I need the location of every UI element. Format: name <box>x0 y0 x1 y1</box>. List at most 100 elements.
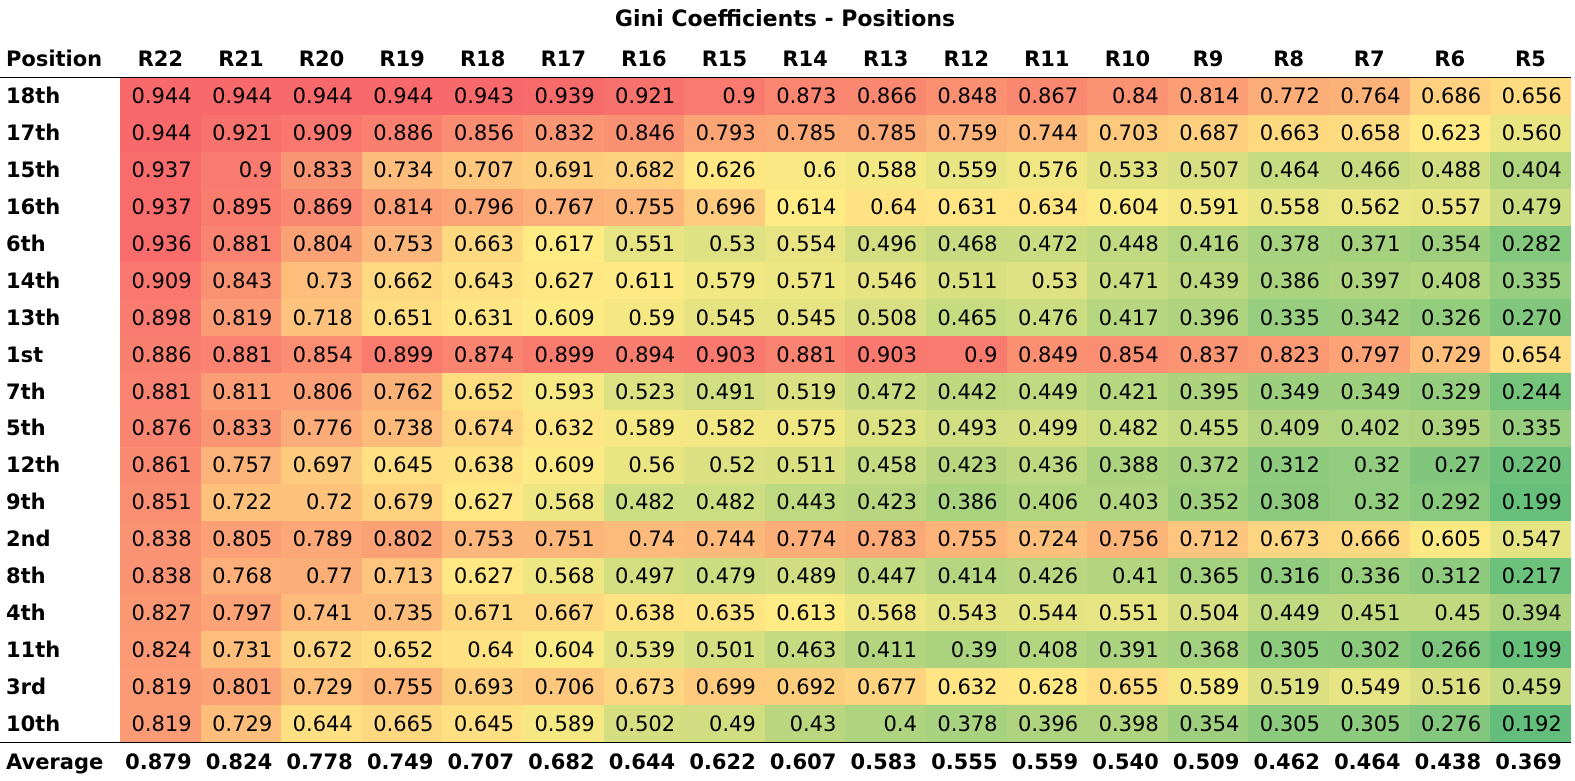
value-cell: 0.665 <box>361 705 443 743</box>
value-cell: 0.544 <box>1006 594 1088 632</box>
value-cell: 0.354 <box>1167 705 1249 743</box>
table-row: 1st 0.886 0.881 0.854 0.899 0.874 0.899 0.894 0.… <box>0 336 1571 374</box>
value-cell: 0.305 <box>1328 705 1410 743</box>
value-cell: 0.707 <box>442 151 523 189</box>
value-cell: 0.352 <box>1167 483 1249 521</box>
value-cell: 0.52 <box>684 446 765 484</box>
column-header: R18 <box>442 41 523 78</box>
value-cell: 0.496 <box>845 225 926 263</box>
value-cell: 0.903 <box>845 336 926 374</box>
value-cell: 0.837 <box>1167 336 1249 374</box>
table-row: 15th 0.937 0.9 0.833 0.734 0.707 0.691 0.682 0.6… <box>0 151 1571 189</box>
value-cell: 0.937 <box>120 188 201 226</box>
value-cell: 0.638 <box>603 594 685 632</box>
value-cell: 0.56 <box>603 446 685 484</box>
value-cell: 0.866 <box>845 77 926 115</box>
value-cell: 0.644 <box>281 705 362 743</box>
value-cell: 0.74 <box>603 520 685 558</box>
value-cell: 0.458 <box>845 446 926 484</box>
value-cell: 0.519 <box>764 373 846 411</box>
value-cell: 0.697 <box>281 446 362 484</box>
value-cell: 0.854 <box>1087 336 1168 374</box>
value-cell: 0.549 <box>1328 668 1410 706</box>
value-cell: 0.349 <box>1328 373 1410 411</box>
value-cell: 0.560 <box>1490 114 1571 152</box>
value-cell: 0.516 <box>1409 668 1491 706</box>
value-cell: 0.654 <box>1490 336 1571 374</box>
value-cell: 0.471 <box>1087 262 1168 300</box>
value-cell: 0.768 <box>200 557 282 595</box>
average-cell: 0.464 <box>1328 742 1410 781</box>
table-row: 4th 0.827 0.797 0.741 0.735 0.671 0.667 0.638 0.… <box>0 594 1571 632</box>
value-cell: 0.398 <box>1087 705 1168 743</box>
value-cell: 0.312 <box>1248 446 1329 484</box>
row-label: 8th <box>0 557 120 595</box>
value-cell: 0.589 <box>522 705 604 743</box>
value-cell: 0.793 <box>684 114 765 152</box>
value-cell: 0.508 <box>845 299 926 337</box>
value-cell: 0.501 <box>684 631 765 669</box>
value-cell: 0.909 <box>281 114 362 152</box>
value-cell: 0.504 <box>1167 594 1249 632</box>
value-cell: 0.767 <box>522 188 604 226</box>
value-cell: 0.423 <box>925 446 1007 484</box>
value-cell: 0.465 <box>925 299 1007 337</box>
value-cell: 0.886 <box>361 114 443 152</box>
row-label: 14th <box>0 262 120 300</box>
value-cell: 0.718 <box>281 299 362 337</box>
value-cell: 0.312 <box>1409 557 1491 595</box>
value-cell: 0.848 <box>925 77 1007 115</box>
value-cell: 0.604 <box>1087 188 1168 226</box>
value-cell: 0.442 <box>925 373 1007 411</box>
row-label: 15th <box>0 151 120 189</box>
value-cell: 0.658 <box>1328 114 1410 152</box>
value-cell: 0.753 <box>361 225 443 263</box>
value-cell: 0.519 <box>1248 668 1329 706</box>
row-label: 6th <box>0 225 120 263</box>
row-label: 3rd <box>0 668 120 706</box>
value-cell: 0.819 <box>120 705 201 743</box>
value-cell: 0.9 <box>200 151 282 189</box>
value-cell: 0.292 <box>1409 483 1491 521</box>
value-cell: 0.873 <box>764 77 846 115</box>
value-cell: 0.944 <box>281 77 362 115</box>
value-cell: 0.759 <box>925 114 1007 152</box>
value-cell: 0.482 <box>603 483 685 521</box>
value-cell: 0.627 <box>442 483 523 521</box>
value-cell: 0.652 <box>361 631 443 669</box>
value-cell: 0.551 <box>603 225 685 263</box>
value-cell: 0.819 <box>120 668 201 706</box>
value-cell: 0.811 <box>200 373 282 411</box>
value-cell: 0.611 <box>603 262 685 300</box>
value-cell: 0.666 <box>1328 520 1410 558</box>
row-label: 7th <box>0 373 120 411</box>
value-cell: 0.838 <box>120 557 201 595</box>
value-cell: 0.593 <box>522 373 604 411</box>
value-cell: 0.448 <box>1087 225 1168 263</box>
value-cell: 0.395 <box>1409 410 1491 447</box>
value-cell: 0.371 <box>1328 225 1410 263</box>
row-label: 12th <box>0 446 120 484</box>
average-cell: 0.555 <box>925 742 1007 781</box>
value-cell: 0.336 <box>1328 557 1410 595</box>
value-cell: 0.936 <box>120 225 201 263</box>
value-cell: 0.631 <box>442 299 523 337</box>
value-cell: 0.944 <box>120 77 201 115</box>
table-row: 9th 0.851 0.722 0.72 0.679 0.627 0.568 0.482 0.4… <box>0 483 1571 521</box>
value-cell: 0.735 <box>361 594 443 632</box>
value-cell: 0.397 <box>1328 262 1410 300</box>
average-cell: 0.778 <box>281 742 362 781</box>
value-cell: 0.755 <box>925 520 1007 558</box>
value-cell: 0.819 <box>200 299 282 337</box>
value-cell: 0.472 <box>1006 225 1088 263</box>
value-cell: 0.439 <box>1167 262 1249 300</box>
value-cell: 0.634 <box>1006 188 1088 226</box>
column-header: R17 <box>522 41 604 78</box>
value-cell: 0.423 <box>845 483 926 521</box>
value-cell: 0.764 <box>1328 77 1410 115</box>
value-cell: 0.568 <box>522 483 604 521</box>
value-cell: 0.744 <box>1006 114 1088 152</box>
value-cell: 0.846 <box>603 114 685 152</box>
value-cell: 0.861 <box>120 446 201 484</box>
value-cell: 0.192 <box>1490 705 1571 743</box>
